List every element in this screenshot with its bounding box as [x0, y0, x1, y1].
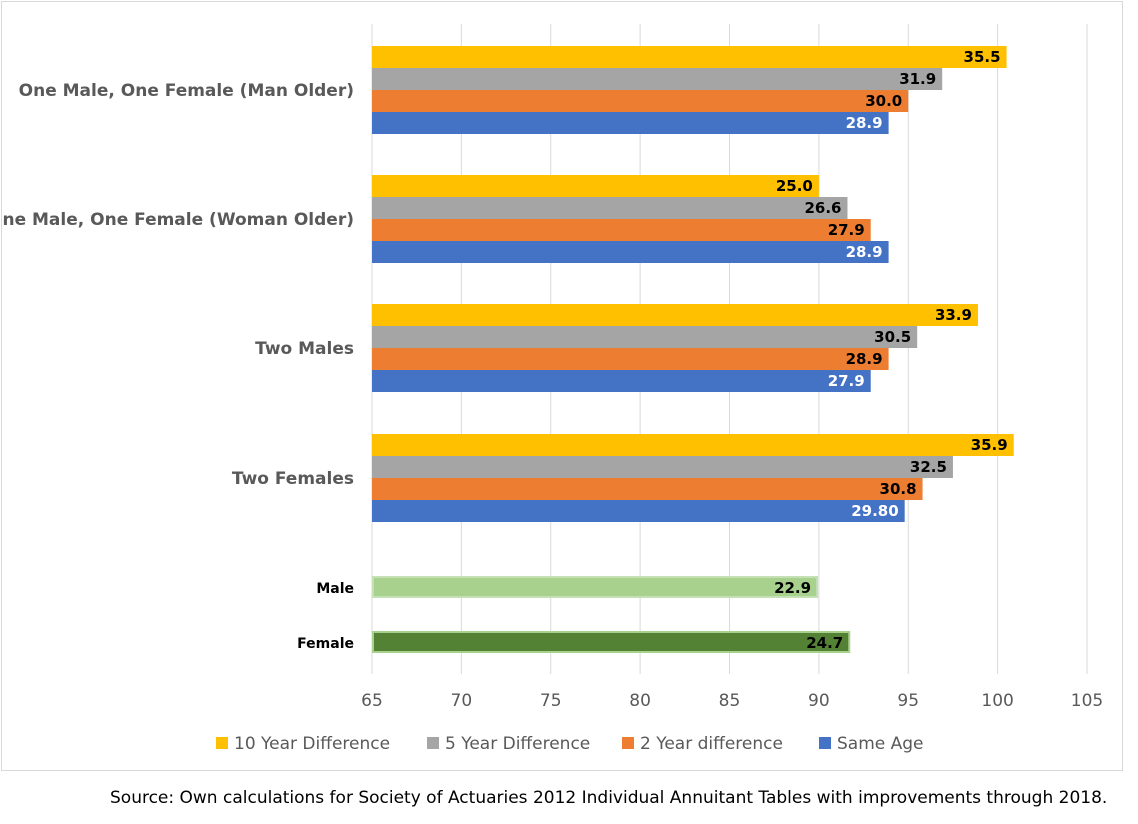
single-data-label-0: 22.9 [774, 579, 811, 597]
data-label-2-3: 27.9 [828, 372, 865, 390]
source-note: Source: Own calculations for Society of … [110, 788, 1108, 808]
bar-0-0 [372, 46, 1007, 68]
category-label-3: Two Females [232, 469, 354, 489]
data-label-0-2: 30.0 [865, 92, 902, 110]
data-label-0-3: 28.9 [846, 114, 883, 132]
x-tick-label-90: 90 [808, 691, 830, 711]
x-tick-label-65: 65 [361, 691, 383, 711]
bar-0-3 [372, 112, 889, 134]
legend-swatch-3 [819, 737, 831, 749]
legend-label-0: 10 Year Difference [234, 734, 390, 754]
bar-3-3 [372, 500, 905, 522]
legend-label-3: Same Age [837, 734, 924, 754]
category-label-2: Two Males [255, 339, 354, 359]
bar-3-0 [372, 434, 1014, 456]
data-label-3-1: 32.5 [910, 458, 947, 476]
category-label-0: One Male, One Female (Man Older) [19, 81, 354, 101]
bar-3-2 [372, 478, 923, 500]
data-label-1-0: 25.0 [776, 177, 813, 195]
data-label-1-3: 28.9 [846, 243, 883, 261]
legend-swatch-1 [427, 737, 439, 749]
single-bar-0 [372, 576, 819, 598]
legend-swatch-2 [622, 737, 634, 749]
chart-frame: 35.5 31.9 30.0 28.9 One Male, One Female (Ma… [1, 1, 1123, 771]
bar-1-1 [372, 197, 848, 219]
single-category-label-0: Male [316, 581, 354, 597]
x-tick-label-105: 105 [1071, 691, 1103, 711]
category-label-1: One Male, One Female (Woman Older) [2, 210, 354, 230]
bar-1-2 [372, 219, 871, 241]
x-tick-label-100: 100 [981, 691, 1013, 711]
data-label-2-0: 33.9 [935, 306, 972, 324]
x-tick-label-75: 75 [540, 691, 562, 711]
single-data-label-1: 24.7 [806, 634, 843, 652]
data-label-0-0: 35.5 [964, 48, 1001, 66]
x-tick-label-70: 70 [451, 691, 473, 711]
legend-label-1: 5 Year Difference [445, 734, 590, 754]
bar-0-1 [372, 68, 943, 90]
data-label-3-3: 29.80 [851, 502, 898, 520]
x-tick-label-95: 95 [897, 691, 919, 711]
bar-2-2 [372, 348, 889, 370]
data-label-0-1: 31.9 [899, 70, 936, 88]
bar-2-3 [372, 370, 871, 392]
bar-0-2 [372, 90, 909, 112]
data-label-3-2: 30.8 [880, 480, 917, 498]
data-label-3-0: 35.9 [971, 436, 1008, 454]
bar-1-0 [372, 175, 819, 197]
bar-2-0 [372, 304, 978, 326]
bar-3-1 [372, 456, 953, 478]
x-tick-label-80: 80 [629, 691, 651, 711]
data-label-2-2: 28.9 [846, 350, 883, 368]
legend-label-2: 2 Year difference [640, 734, 783, 754]
single-bar-1 [372, 631, 851, 653]
legend-swatch-0 [216, 737, 228, 749]
data-label-2-1: 30.5 [874, 328, 911, 346]
bar-2-1 [372, 326, 918, 348]
bar-1-3 [372, 241, 889, 263]
x-tick-label-85: 85 [719, 691, 741, 711]
single-category-label-1: Female [297, 636, 354, 652]
data-label-1-1: 26.6 [804, 199, 841, 217]
bar-chart: 35.5 31.9 30.0 28.9 One Male, One Female (Ma… [2, 24, 1103, 754]
data-label-1-2: 27.9 [828, 221, 865, 239]
